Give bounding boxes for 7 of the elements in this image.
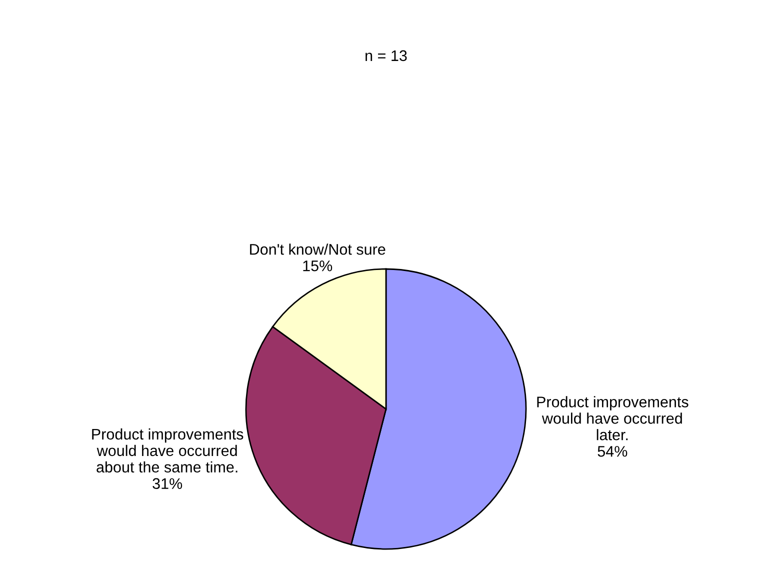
slice-label: Don't know/Not sure: [250, 244, 386, 255]
data-label: 54%: [598, 446, 628, 457]
data-label: 15%: [303, 260, 332, 272]
data-label: 31%: [152, 478, 182, 489]
chart-title: n = 13: [366, 50, 407, 62]
slice-label: Product improvements would have occurred about the same time.: [92, 428, 244, 473]
slice-label: Product improvements would have occurred later.: [537, 396, 688, 440]
